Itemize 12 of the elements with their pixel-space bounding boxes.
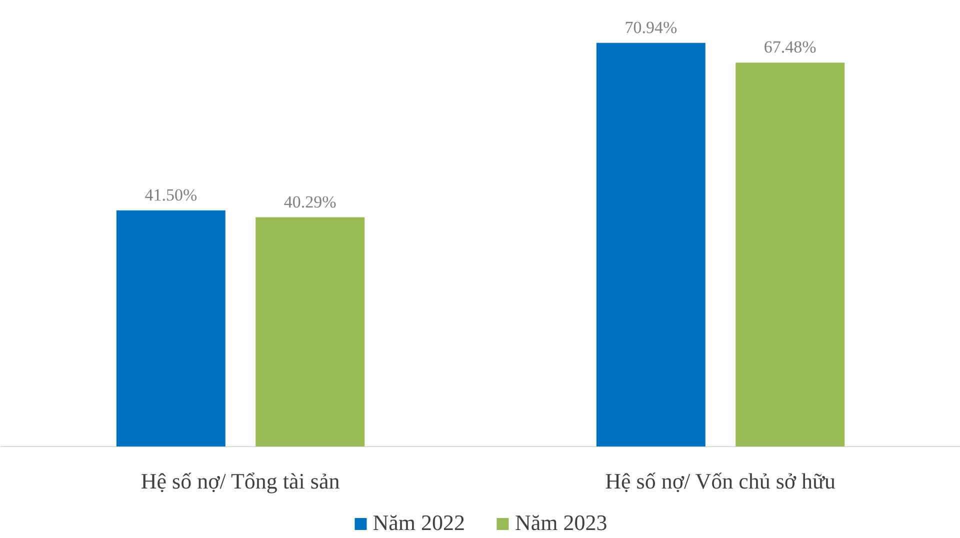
legend-label: Năm 2022 xyxy=(372,510,465,536)
legend-label: Năm 2023 xyxy=(515,510,608,536)
x-tick-label: Hệ số nợ/ Vốn chủ sở hữu xyxy=(605,468,836,494)
data-label: 40.29% xyxy=(284,192,336,212)
bar xyxy=(116,210,226,446)
data-label: 70.94% xyxy=(624,18,678,37)
data-label: 67.48% xyxy=(764,38,816,57)
bar xyxy=(596,42,706,446)
data-label: 41.50% xyxy=(144,185,198,204)
bar xyxy=(736,62,845,446)
x-tick-label: Hệ số nợ/ Tổng tài sản xyxy=(140,468,340,494)
bar xyxy=(256,217,365,446)
